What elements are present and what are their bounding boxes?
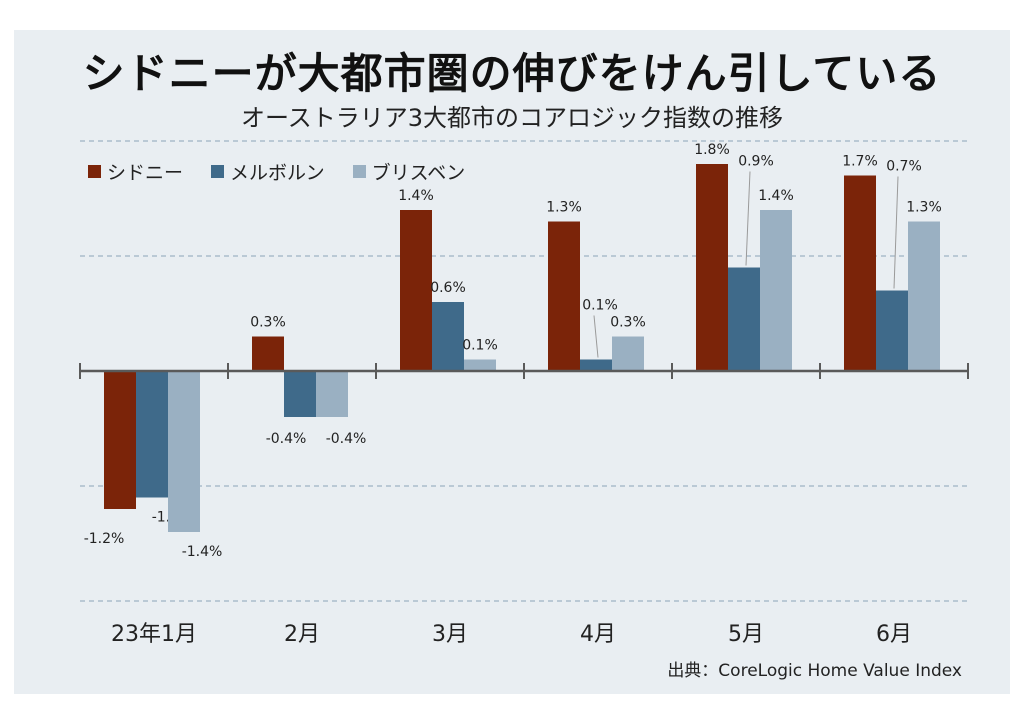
x-tick-label: 2月 bbox=[284, 622, 320, 647]
legend-item-melbourne: メルボルン bbox=[211, 158, 325, 185]
data-label: 0.3% bbox=[250, 315, 286, 331]
legend-swatch-sydney bbox=[88, 165, 101, 178]
label-leader-line bbox=[593, 315, 599, 358]
bar-sydney bbox=[696, 164, 728, 371]
legend-item-brisbane: ブリスベン bbox=[352, 158, 466, 185]
data-label: 0.1% bbox=[462, 338, 498, 354]
data-label: -1.2% bbox=[84, 531, 125, 547]
data-label: 1.8% bbox=[694, 142, 730, 158]
bar-sydney bbox=[548, 221, 580, 371]
bar-sydney bbox=[844, 175, 876, 371]
legend-item-sydney: シドニー bbox=[88, 158, 183, 185]
bar-brisbane bbox=[316, 371, 348, 417]
label-leader-line bbox=[745, 171, 751, 266]
bar-brisbane bbox=[612, 336, 644, 371]
data-label: 1.4% bbox=[398, 188, 434, 204]
data-label: -0.4% bbox=[266, 431, 307, 447]
data-label: 1.4% bbox=[758, 188, 794, 204]
x-tick-label: 3月 bbox=[432, 622, 468, 647]
x-tick-label: 6月 bbox=[876, 622, 912, 647]
label-leader-line bbox=[893, 176, 899, 289]
x-tick-label: 23年1月 bbox=[111, 622, 197, 647]
data-label: 0.6% bbox=[430, 280, 466, 296]
bar-sydney bbox=[400, 210, 432, 371]
legend-swatch-melbourne bbox=[211, 165, 225, 178]
data-label: 0.7% bbox=[886, 159, 922, 175]
bar-brisbane bbox=[760, 210, 792, 371]
bar-melbourne bbox=[876, 290, 908, 371]
legend-swatch-brisbane bbox=[352, 165, 366, 178]
x-tick-label: 5月 bbox=[728, 622, 764, 647]
data-label: 0.9% bbox=[738, 154, 774, 170]
chart-title: シドニーが大都市圏の伸びをけん引している bbox=[82, 49, 942, 98]
source-note: 出典：CoreLogic Home Value Index bbox=[667, 661, 962, 681]
bar-melbourne bbox=[580, 359, 612, 371]
bar-melbourne bbox=[284, 371, 316, 417]
data-label: -0.4% bbox=[326, 431, 367, 447]
bar-melbourne bbox=[728, 267, 760, 371]
bar-melbourne bbox=[136, 371, 168, 498]
data-label: 0.3% bbox=[610, 315, 646, 331]
x-tick-label: 4月 bbox=[580, 622, 616, 647]
data-label: 1.7% bbox=[842, 154, 878, 170]
data-label: 0.1% bbox=[582, 298, 618, 314]
bar-melbourne bbox=[432, 302, 464, 371]
bar-brisbane bbox=[464, 359, 496, 371]
bar-sydney bbox=[252, 336, 284, 371]
data-label: -1.4% bbox=[182, 544, 223, 560]
bar-sydney bbox=[104, 371, 136, 509]
legend: シドニー メルボルン ブリスベン bbox=[88, 158, 465, 185]
data-label: 1.3% bbox=[546, 200, 582, 216]
legend-label-sydney: シドニー bbox=[107, 162, 184, 184]
legend-label-brisbane: ブリスベン bbox=[371, 162, 466, 184]
chart-subtitle: オーストラリア3大都市のコアロジック指数の推移 bbox=[240, 104, 784, 132]
bar-brisbane bbox=[908, 221, 940, 371]
data-label: 1.3% bbox=[906, 200, 942, 216]
bar-brisbane bbox=[168, 371, 200, 532]
legend-label-melbourne: メルボルン bbox=[230, 162, 325, 184]
